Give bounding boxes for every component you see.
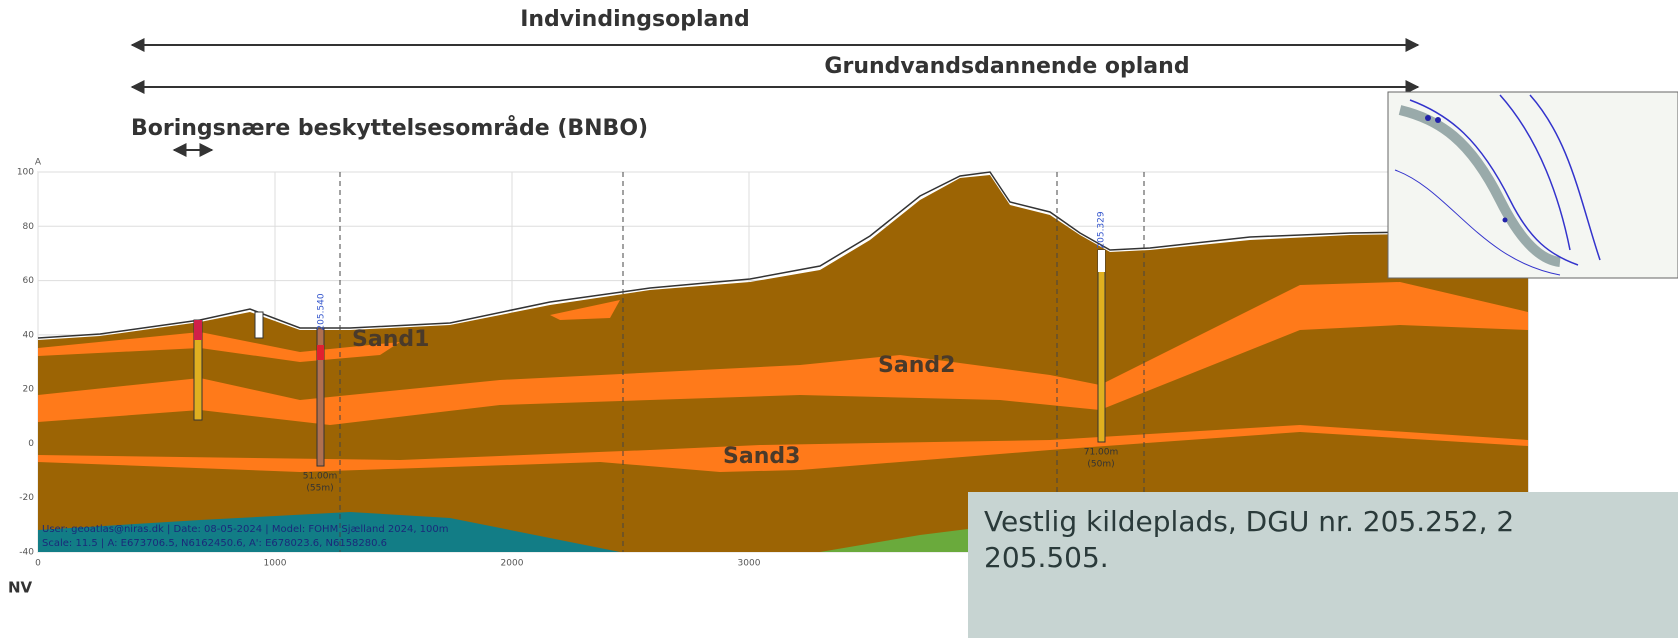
- arrow-label: Indvindingsopland: [520, 7, 750, 32]
- borehole-depth: 51.00m: [303, 472, 338, 482]
- y-tick-label: 20: [23, 385, 35, 395]
- borehole: [254, 311, 264, 339]
- borehole-label: 205.329: [1097, 211, 1107, 248]
- x-axis: 0 1000 2000 3000: [35, 559, 761, 569]
- borehole: [316, 327, 325, 467]
- axis-label: A: [35, 158, 42, 168]
- x-tick-label: 2000: [501, 559, 524, 569]
- y-tick-label: -20: [19, 493, 34, 503]
- y-tick-label: -40: [19, 548, 34, 558]
- sand-lens: [550, 300, 620, 320]
- sand3-layer: [38, 425, 1528, 472]
- x-tick-label: 1000: [264, 559, 287, 569]
- borehole-label: 205.540: [317, 293, 327, 330]
- caption-box: [968, 492, 1678, 638]
- dashed-lines: [339, 172, 1145, 552]
- caption: Vestlig kildeplads, DGU nr. 205.252, 2: [984, 505, 1514, 538]
- y-tick-label: 100: [17, 168, 34, 178]
- borehole: [317, 345, 324, 360]
- borehole: [1097, 249, 1106, 443]
- borehole-depth: (55m): [306, 484, 333, 494]
- x-tick-label: 3000: [738, 559, 761, 569]
- y-tick-label: 80: [23, 222, 35, 232]
- x-tick-label: 0: [35, 559, 41, 569]
- inset-map: [1387, 91, 1678, 279]
- surface-line: [37, 171, 1529, 339]
- borehole: [1098, 250, 1105, 272]
- sand1-layer: [38, 332, 400, 362]
- model-info: User: geoatlas@niras.dk | Date: 08-05-20…: [42, 524, 449, 535]
- layer-label: Sand2: [878, 353, 955, 378]
- layer-label: Sand3: [723, 444, 800, 469]
- y-tick-label: 60: [23, 276, 35, 286]
- borehole-depth: 71.00m: [1084, 448, 1119, 458]
- layer-label: Sand1: [352, 327, 429, 352]
- sand2-layer: [38, 282, 1528, 425]
- direction: NV: [8, 579, 33, 597]
- y-tick-label: 0: [28, 439, 34, 449]
- borehole: [194, 320, 202, 340]
- borehole-depth: (50m): [1087, 460, 1114, 470]
- caption: 205.505.: [984, 541, 1109, 574]
- y-tick-label: 40: [23, 330, 35, 340]
- terrain: [38, 175, 1528, 552]
- bottom-layer: [38, 512, 620, 552]
- bottom-layer-green: [820, 525, 1000, 552]
- arrow-label: Grundvandsdannende opland: [824, 54, 1189, 79]
- model-info: Scale: 11.5 | A: E673706.5, N6162450.6, …: [42, 538, 387, 549]
- arrow-label: Boringsnære beskyttelsesområde (BNBO): [131, 115, 648, 141]
